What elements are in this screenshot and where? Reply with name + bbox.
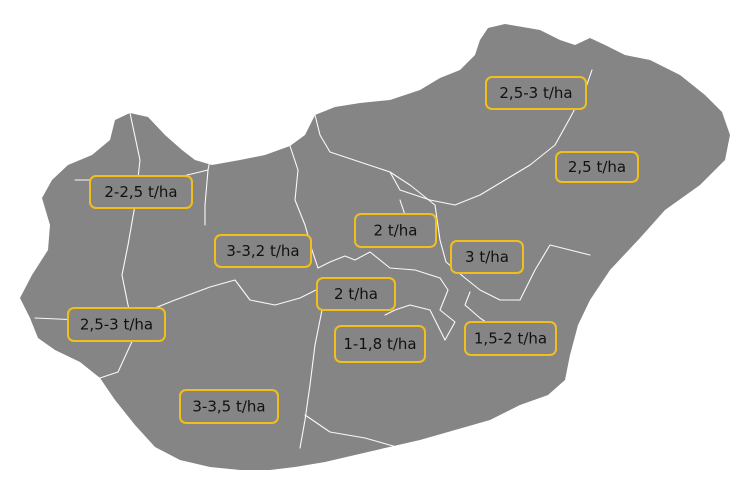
- region-label-south-central: 1-1,8 t/ha: [334, 325, 426, 363]
- region-label-text: 3 t/ha: [465, 248, 509, 266]
- region-label-text: 3-3,5 t/ha: [192, 398, 265, 416]
- region-label-text: 2-2,5 t/ha: [104, 183, 177, 201]
- region-label-central-west: 3-3,2 t/ha: [214, 234, 312, 268]
- region-label-south-east: 1,5-2 t/ha: [464, 321, 557, 356]
- region-label-north-west: 2-2,5 t/ha: [89, 175, 193, 209]
- region-label-text: 2,5-3 t/ha: [80, 316, 153, 334]
- region-label-central-east: 3 t/ha: [450, 240, 524, 274]
- region-label-text: 2,5-3 t/ha: [499, 84, 572, 102]
- region-label-south-west: 3-3,5 t/ha: [179, 389, 279, 424]
- region-label-text: 2 t/ha: [374, 222, 418, 240]
- region-label-text: 1-1,8 t/ha: [343, 335, 416, 353]
- region-label-text: 3-3,2 t/ha: [226, 242, 299, 260]
- region-label-text: 2,5 t/ha: [568, 158, 626, 176]
- region-label-north-east: 2,5-3 t/ha: [485, 76, 587, 110]
- region-label-text: 2 t/ha: [334, 285, 378, 303]
- region-label-central-north: 2 t/ha: [354, 213, 437, 248]
- region-label-central: 2 t/ha: [316, 277, 396, 311]
- region-label-west: 2,5-3 t/ha: [67, 307, 166, 342]
- region-label-text: 1,5-2 t/ha: [474, 330, 547, 348]
- region-label-east: 2,5 t/ha: [555, 151, 639, 183]
